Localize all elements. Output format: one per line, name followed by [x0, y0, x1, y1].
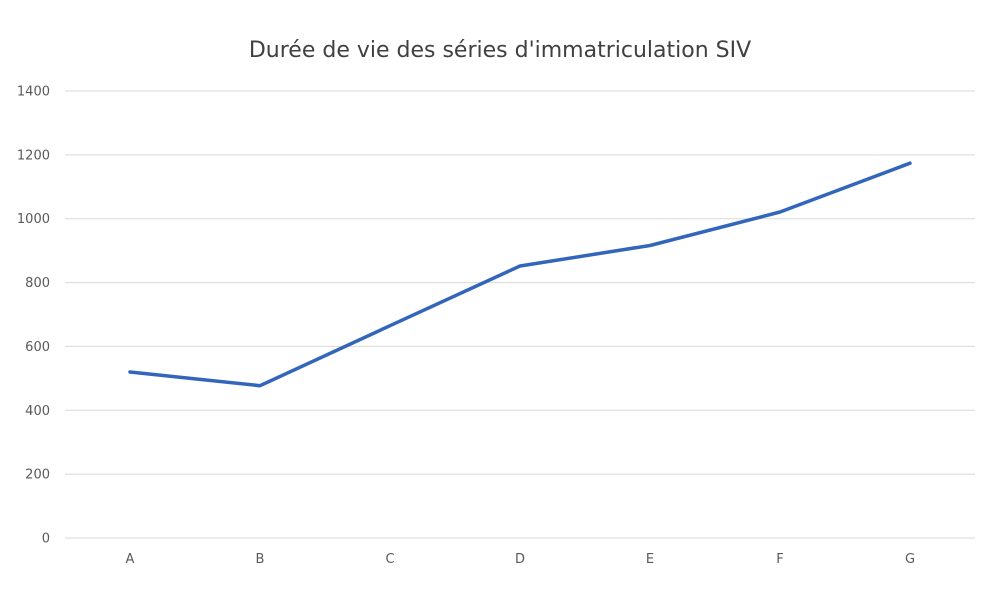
y-tick-label: 1400 — [17, 85, 50, 100]
y-tick-label: 600 — [25, 340, 50, 355]
x-axis-ticks: A B C D E F G — [126, 552, 915, 567]
y-tick-label: 1200 — [17, 148, 50, 163]
y-tick-label: 400 — [25, 404, 50, 419]
x-tick-label: F — [776, 552, 783, 567]
y-tick-label: 200 — [25, 468, 50, 483]
y-tick-label: 0 — [42, 532, 50, 547]
gridlines — [65, 90, 975, 539]
data-point — [389, 325, 391, 327]
data-point — [909, 162, 911, 164]
series-line — [128, 161, 912, 388]
y-tick-label: 800 — [25, 276, 50, 291]
x-tick-label: C — [385, 552, 394, 567]
data-point — [519, 265, 521, 267]
series-layer — [128, 161, 912, 388]
x-tick-label: G — [905, 552, 915, 567]
data-point — [779, 211, 781, 213]
data-point — [649, 245, 651, 247]
y-axis-ticks: 0 200 400 600 800 1000 1200 1400 — [17, 85, 50, 547]
x-tick-label: E — [646, 552, 654, 567]
x-tick-label: A — [126, 552, 135, 567]
chart-title: Durée de vie des séries d'immatriculatio… — [248, 38, 752, 63]
x-tick-label: B — [256, 552, 265, 567]
y-tick-label: 1000 — [17, 212, 50, 227]
data-point — [259, 385, 261, 387]
x-tick-label: D — [515, 552, 525, 567]
data-point — [129, 371, 131, 373]
